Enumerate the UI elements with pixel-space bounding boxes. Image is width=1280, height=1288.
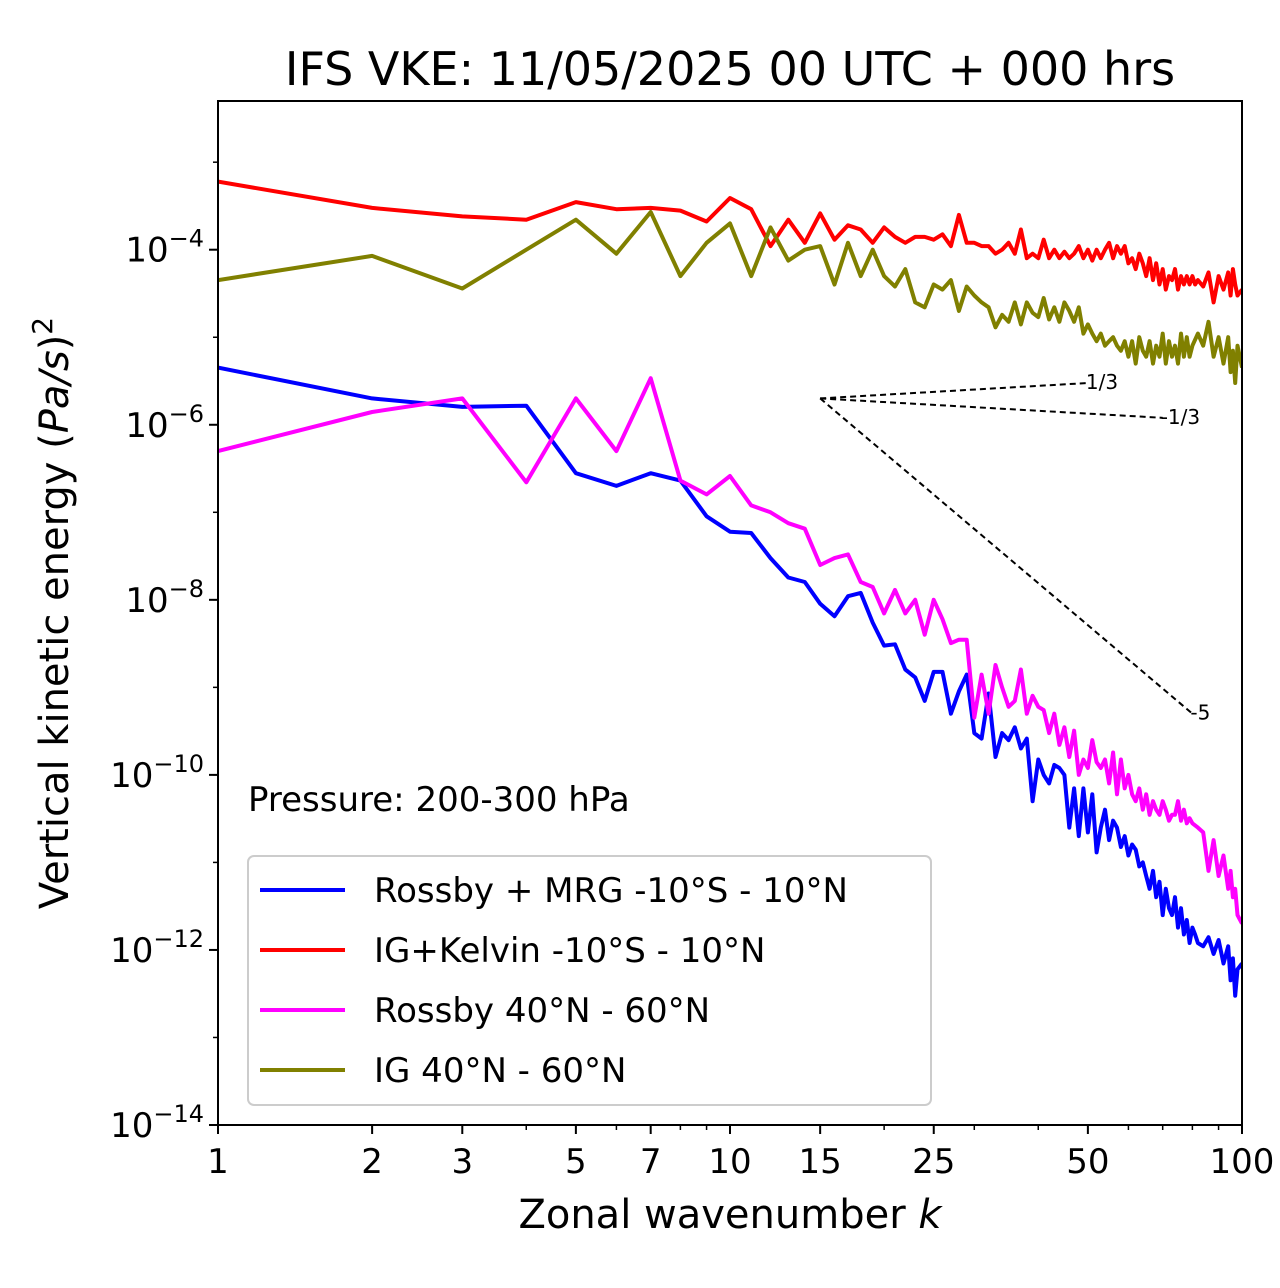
legend-entries: Rossby + MRG -10°S - 10°N IG+Kelvin -10°S… [260, 871, 848, 1091]
x-tick-label: 2 [361, 1142, 383, 1182]
x-tick-label: 1 [207, 1142, 229, 1182]
series-line-3 [218, 376, 1242, 925]
legend-label-4: IG 40°N - 60°N [374, 1051, 626, 1091]
y-tick-label: 10−4 [125, 225, 204, 271]
plot-area: 1/3-1/3-5 1 2 3 5 7 10 15 25 50 100 10−410−610−81… [110, 100, 1274, 1182]
legend-label-3: Rossby 40°N - 60°N [374, 991, 710, 1031]
y-tick-label: 10−14 [110, 1100, 204, 1146]
x-axis-label: Zonal wavenumber k [518, 1192, 943, 1238]
y-tick-label: 10−12 [110, 925, 204, 971]
reference-line-label-2: -1/3 [1161, 405, 1200, 429]
reference-lines-layer: 1/3 -1/3 -5 [819, 370, 1210, 725]
legend-label-2: IG+Kelvin -10°S - 10°N [374, 931, 765, 971]
x-tick-label: 5 [565, 1142, 587, 1182]
series-line-4 [218, 210, 1242, 385]
x-tick-label: 10 [708, 1142, 751, 1182]
legend-label-1: Rossby + MRG -10°S - 10°N [374, 871, 848, 911]
y-tick-label: 10−6 [125, 400, 204, 446]
x-tick-label: 25 [912, 1142, 955, 1182]
reference-line-label-1: 1/3 [1086, 370, 1118, 394]
legend-frame [247, 855, 932, 1106]
x-tick-label: 15 [799, 1142, 842, 1182]
x-axis-ticks: 1 2 3 5 7 10 15 25 50 100 [207, 1125, 1274, 1182]
reference-line-label-3: -5 [1190, 701, 1210, 725]
x-tick-label: 100 [1210, 1142, 1275, 1182]
x-tick-label: 3 [451, 1142, 473, 1182]
pressure-annotation: Pressure: 200-300 hPa [248, 780, 630, 820]
chart-title: IFS VKE: 11/05/2025 00 UTC + 000 hrs [285, 42, 1175, 96]
reference-line-1 [820, 382, 1088, 400]
y-axis-ticks: 10−4 10−6 10−8 10−10 10−12 10−14 [110, 161, 218, 1146]
series-layer [218, 179, 1242, 998]
x-tick-label: 7 [640, 1142, 662, 1182]
reference-line-3 [819, 397, 1194, 715]
series-line-2 [218, 179, 1242, 305]
y-tick-label: 10−10 [110, 750, 204, 796]
x-tick-label: 50 [1066, 1142, 1109, 1182]
series-line-1 [218, 365, 1242, 998]
reference-line-2 [820, 397, 1163, 419]
y-tick-label: 10−8 [125, 575, 204, 621]
legend: Rossby + MRG -10°S - 10°N IG+Kelvin -10°S… [247, 855, 932, 1106]
y-axis-label: Vertical kinetic energy (Pa/s)2 [26, 317, 78, 909]
